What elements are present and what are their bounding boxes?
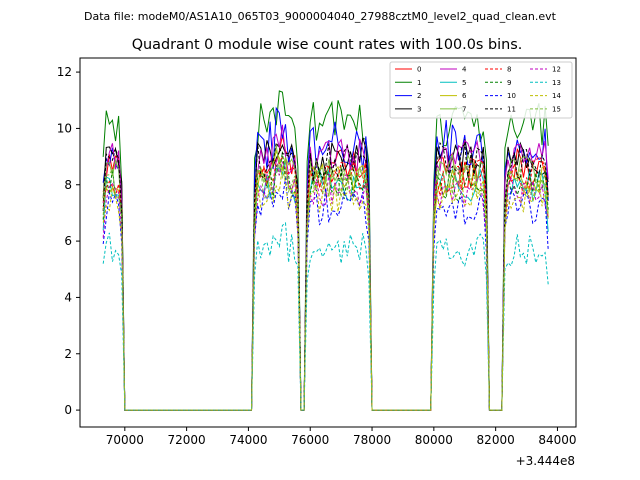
x-offset-label: +3.444e8 (516, 454, 575, 468)
plot-frame (79, 57, 577, 428)
series-layer (102, 90, 549, 411)
chart-suptitle: Data file: modeM0/AS1A10_065T03_90000040… (84, 10, 557, 23)
x-tick-label: 82000 (477, 433, 515, 447)
x-tick-label: 74000 (229, 433, 267, 447)
legend-label-5: 5 (462, 79, 466, 87)
legend-label-9: 9 (507, 79, 511, 87)
legend-label-1: 1 (417, 79, 421, 87)
x-axis: 70000 72000 74000 76000 78000 80000 82000 84000 (106, 427, 577, 447)
series-line-14 (102, 166, 549, 411)
y-tick-label: 6 (64, 234, 72, 248)
x-tick-label: 84000 (538, 433, 576, 447)
legend-label-4: 4 (462, 66, 467, 74)
legend-label-6: 6 (462, 92, 467, 100)
chart-title: Quadrant 0 module wise count rates with … (132, 37, 523, 53)
legend-label-12: 12 (552, 66, 561, 74)
x-tick-label: 70000 (106, 433, 144, 447)
series-line-13 (102, 222, 549, 411)
legend-label-0: 0 (417, 66, 421, 74)
y-axis: 0 2 4 6 8 10 12 (57, 65, 80, 417)
x-tick-label: 72000 (168, 433, 206, 447)
plot-area (79, 57, 577, 428)
y-tick-label: 2 (64, 347, 72, 361)
series-line-5 (102, 160, 549, 411)
y-tick-label: 10 (57, 121, 72, 135)
legend-label-10: 10 (507, 92, 516, 100)
legend-label-7: 7 (462, 105, 466, 113)
legend-label-13: 13 (552, 79, 561, 87)
series-line-15 (102, 158, 549, 411)
legend-label-14: 14 (552, 92, 561, 100)
legend-label-3: 3 (417, 105, 421, 113)
x-tick-label: 80000 (415, 433, 453, 447)
legend-label-8: 8 (507, 66, 511, 74)
y-tick-label: 4 (64, 290, 72, 304)
y-tick-label: 8 (64, 178, 72, 192)
y-tick-label: 0 (64, 403, 72, 417)
x-tick-label: 76000 (291, 433, 329, 447)
x-tick-label: 78000 (353, 433, 391, 447)
legend-box (389, 61, 573, 119)
y-tick-label: 12 (57, 65, 72, 79)
legend-label-2: 2 (417, 92, 421, 100)
legend-label-11: 11 (507, 105, 516, 113)
series-line-7 (102, 145, 549, 411)
legend-label-15: 15 (552, 105, 561, 113)
series-line-10 (102, 178, 549, 411)
